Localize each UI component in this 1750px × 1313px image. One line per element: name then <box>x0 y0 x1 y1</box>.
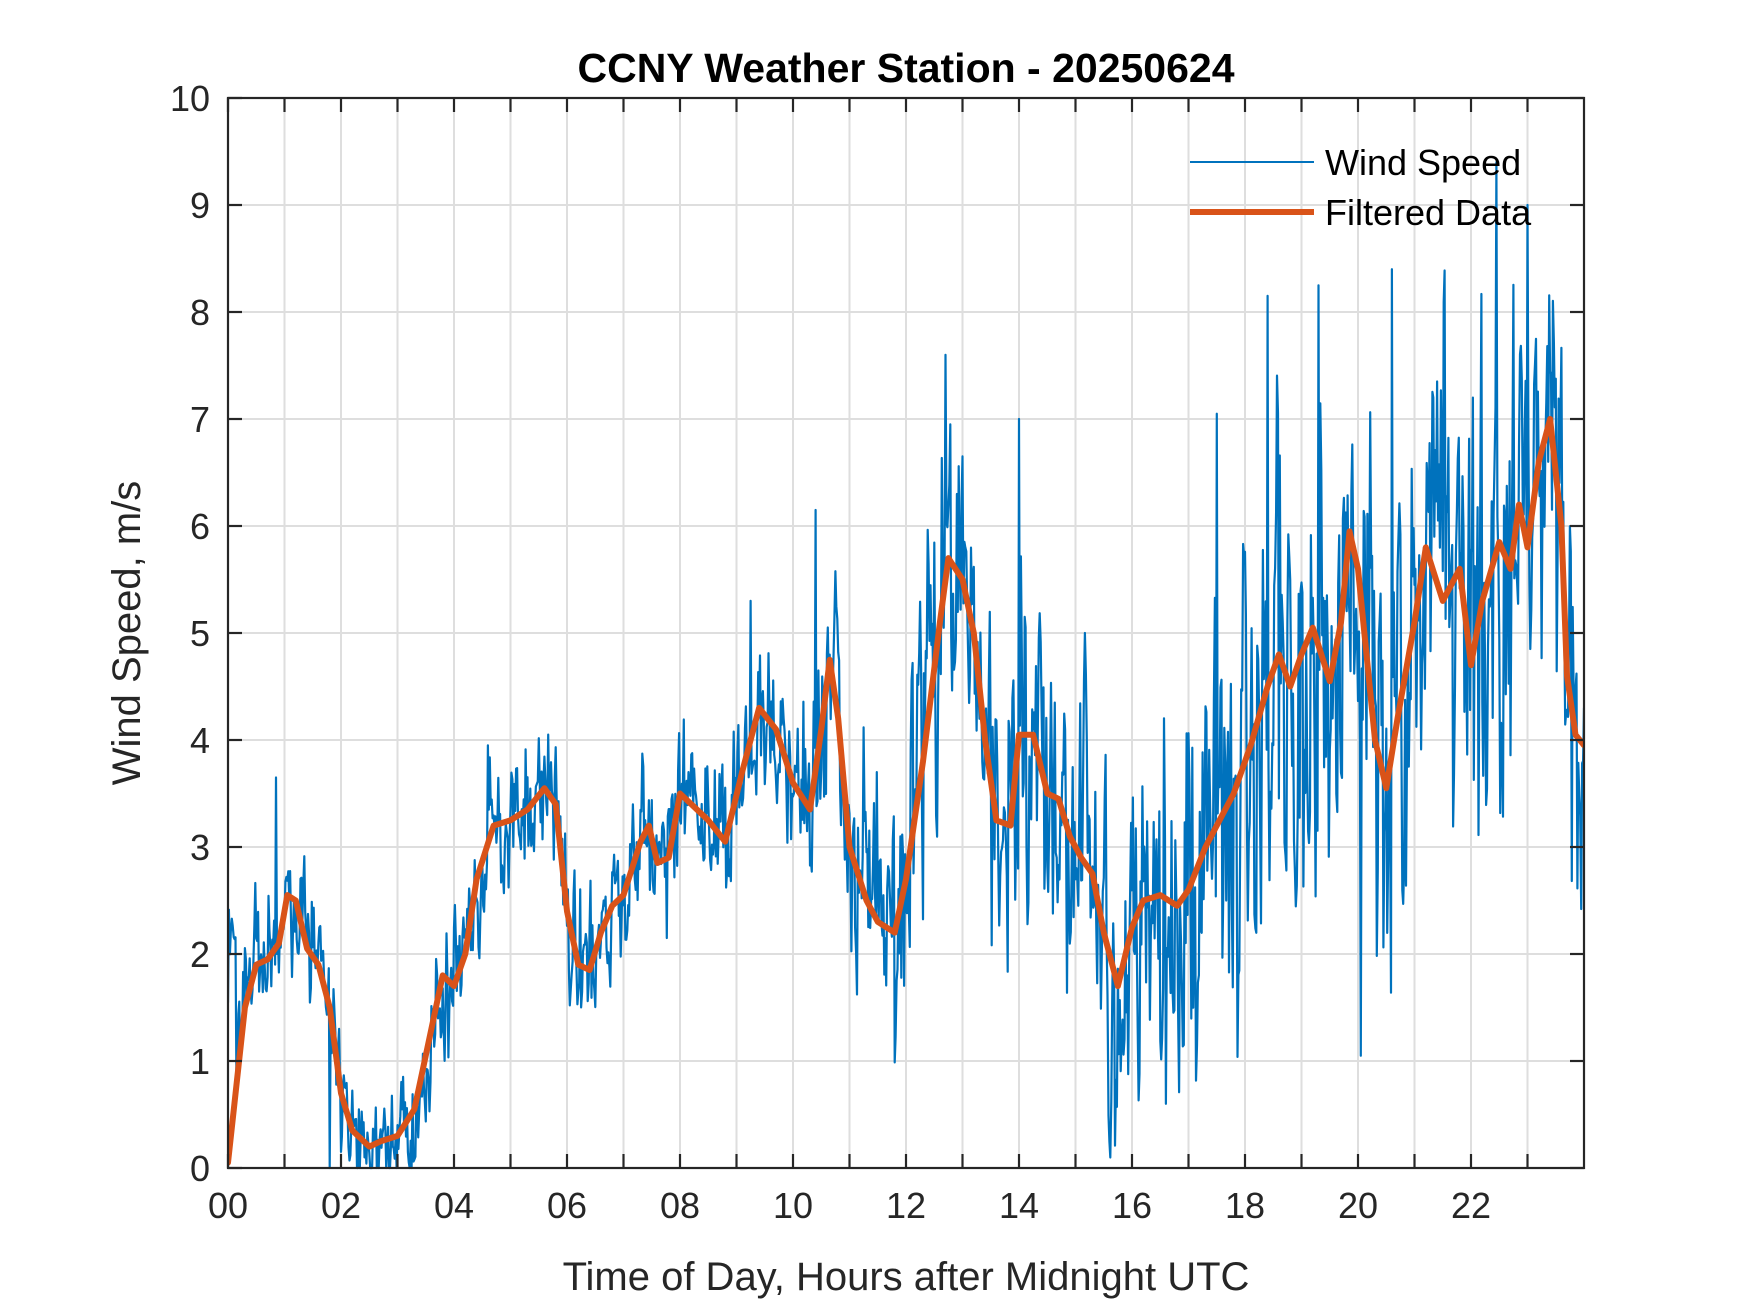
x-tick-label: 00 <box>208 1185 248 1226</box>
y-tick-label: 1 <box>190 1041 210 1082</box>
x-tick-label: 14 <box>999 1185 1039 1226</box>
legend-label-wind-speed: Wind Speed <box>1325 142 1521 183</box>
x-tick-label: 18 <box>1225 1185 1265 1226</box>
y-tick-label: 9 <box>190 185 210 226</box>
x-axis-label: Time of Day, Hours after Midnight UTC <box>563 1255 1250 1299</box>
x-tick-label: 10 <box>773 1185 813 1226</box>
x-tick-label: 06 <box>547 1185 587 1226</box>
x-tick-label: 08 <box>660 1185 700 1226</box>
y-tick-label: 0 <box>190 1148 210 1189</box>
y-tick-label: 4 <box>190 720 210 761</box>
x-tick-label: 16 <box>1112 1185 1152 1226</box>
wind-speed-line <box>228 161 1584 1170</box>
y-tick-label: 7 <box>190 399 210 440</box>
x-tick-label: 20 <box>1338 1185 1378 1226</box>
filtered-data-line <box>228 416 1584 1166</box>
x-tick-label: 22 <box>1451 1185 1491 1226</box>
y-tick-label: 5 <box>190 613 210 654</box>
axes <box>226 96 1586 1170</box>
y-tick-label: 10 <box>170 78 210 119</box>
y-tick-label: 8 <box>190 292 210 333</box>
x-tick-label: 12 <box>886 1185 926 1226</box>
legend: Wind Speed Filtered Data <box>1190 142 1532 233</box>
x-tick-label: 04 <box>434 1185 474 1226</box>
y-tick-label: 3 <box>190 827 210 868</box>
y-axis-label: Wind Speed, m/s <box>105 481 149 786</box>
y-tick-label: 6 <box>190 506 210 547</box>
chart-title: CCNY Weather Station - 20250624 <box>577 45 1234 91</box>
x-tick-label: 02 <box>321 1185 361 1226</box>
y-tick-label: 2 <box>190 934 210 975</box>
legend-label-filtered-data: Filtered Data <box>1325 192 1532 233</box>
